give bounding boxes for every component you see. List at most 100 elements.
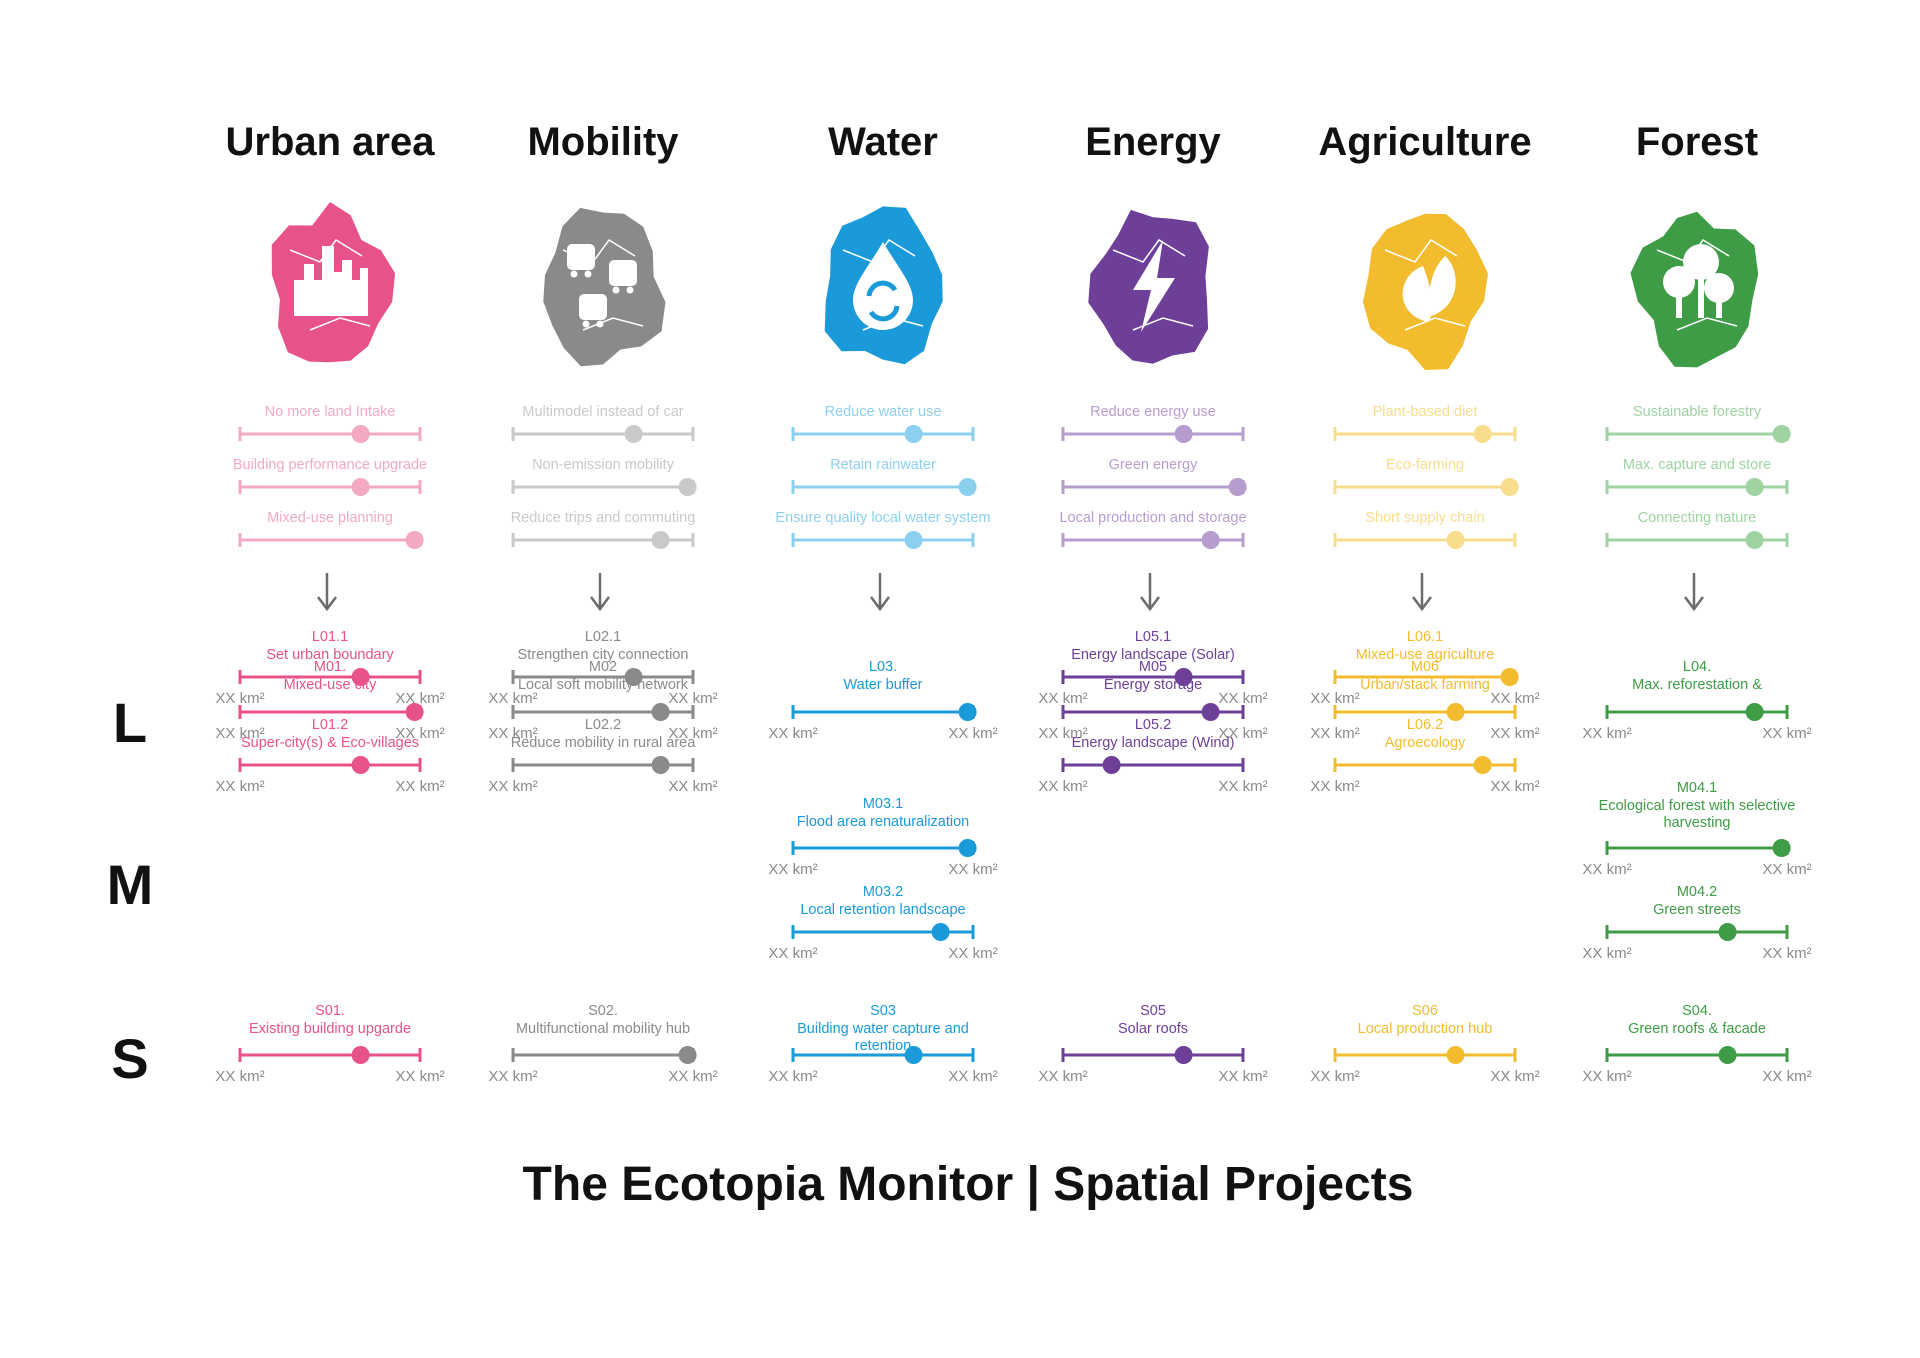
- column-water: Water Reduce water use Retain rainwater Ens…: [768, 120, 997, 1085]
- area-min-label: XX km²: [488, 778, 537, 795]
- area-min-label: XX km²: [768, 1068, 817, 1085]
- slider-knob: [651, 531, 670, 549]
- project-slider: [1333, 703, 1517, 721]
- slider-knob: [1201, 531, 1220, 549]
- goal-slider: [1333, 425, 1517, 443]
- project-code: M01.: [314, 659, 346, 675]
- project-slider: [511, 756, 695, 774]
- region-map-energy: [1088, 209, 1209, 364]
- region-map-mobility: [543, 207, 666, 367]
- region-borders: [1384, 238, 1466, 331]
- project-code: M06: [1411, 659, 1439, 675]
- area-min-label: XX km²: [1310, 778, 1359, 795]
- goal-label: Local production and storage: [1059, 510, 1246, 526]
- project-title: Energy storage: [1104, 677, 1202, 693]
- project-title: Mixed-use agriculture: [1356, 647, 1495, 663]
- goal-slider: [791, 531, 975, 549]
- area-max-label: XX km²: [948, 861, 997, 878]
- project-title: Building water capture and retention: [797, 1021, 969, 1054]
- slider-knob: [351, 478, 370, 496]
- slider-knob: [904, 1046, 923, 1064]
- goal-label: Connecting nature: [1638, 510, 1757, 526]
- project-code: L05.2: [1135, 717, 1171, 733]
- transit-vehicles-icon: [567, 244, 637, 328]
- project-title: Water buffer: [844, 677, 923, 693]
- project-title: Super-city(s) & Eco-villages: [241, 735, 419, 751]
- project-m03-2: M03.2 Local retention landscape XX km² XX k…: [768, 884, 997, 962]
- goal-slider: [238, 425, 422, 443]
- area-max-label: XX km²: [668, 690, 717, 707]
- project-m01: M01. Mixed-use city XX km² XX km²: [215, 659, 444, 742]
- goal-slider: [1333, 531, 1517, 549]
- area-min-label: XX km²: [1582, 945, 1631, 962]
- area-max-label: XX km²: [1762, 945, 1811, 962]
- project-code: L02.1: [585, 629, 621, 645]
- project-title: Max. reforestation &: [1632, 677, 1762, 693]
- project-code: L04.: [1683, 659, 1711, 675]
- goal-slider: [238, 531, 424, 549]
- project-title: Mixed-use city: [284, 677, 377, 693]
- project-title: Agroecology: [1385, 735, 1466, 751]
- slider-knob: [678, 1046, 697, 1064]
- project-code: S05: [1140, 1003, 1166, 1019]
- project-code: M02: [589, 659, 617, 675]
- project-title: Local soft mobility network: [518, 677, 689, 693]
- area-max-label: XX km²: [1490, 725, 1539, 742]
- project-code: L06.2: [1407, 717, 1443, 733]
- column-energy: Energy Reduce energy use Green energy Local…: [1038, 120, 1267, 1085]
- region-silhouette: [543, 207, 666, 367]
- goal-slider: [1333, 478, 1519, 496]
- project-slider: [1605, 1046, 1789, 1064]
- area-max-label: XX km²: [1490, 690, 1539, 707]
- project-code: S03: [870, 1003, 896, 1019]
- project-slider: [791, 839, 977, 857]
- project-code: S02.: [588, 1003, 618, 1019]
- region-map-forest: [1630, 211, 1759, 368]
- region-silhouette: [1630, 211, 1759, 368]
- goal-slider: [511, 531, 695, 549]
- slider-knob: [405, 703, 424, 721]
- slider-knob: [1772, 425, 1791, 443]
- project-slider: [1061, 756, 1245, 774]
- project-s04: S04. Green roofs & facade XX km² XX km²: [1582, 1003, 1811, 1085]
- project-l02-1: L02.1 Strengthen city connection XX km² XX …: [488, 629, 717, 707]
- scale-label-l: L: [113, 691, 147, 754]
- slider-knob: [1718, 923, 1737, 941]
- goal-slider: [238, 478, 422, 496]
- project-title: Green roofs & facade: [1628, 1021, 1766, 1037]
- area-min-label: XX km²: [768, 945, 817, 962]
- project-code: M04.1: [1677, 780, 1717, 796]
- lightning-bolt-icon: [1133, 240, 1175, 332]
- down-arrow-icon: [590, 573, 610, 612]
- slider-knob: [1228, 478, 1247, 496]
- area-max-label: XX km²: [1218, 690, 1267, 707]
- slider-knob: [678, 478, 697, 496]
- project-slider: [1605, 703, 1789, 721]
- category-title: Forest: [1636, 120, 1758, 164]
- city-buildings-icon: [294, 246, 368, 316]
- slider-knob: [351, 1046, 370, 1064]
- project-code: M03.1: [863, 796, 903, 812]
- project-l03: L03. Water buffer XX km² XX km²: [768, 659, 997, 742]
- project-title: Ecological forest with selective harvesti…: [1599, 798, 1796, 831]
- slider-knob: [1102, 756, 1121, 774]
- down-arrow-icon: [1412, 573, 1432, 612]
- project-s01: S01. Existing building upgarde XX km² XX km…: [215, 1003, 444, 1085]
- slider-knob: [1473, 756, 1492, 774]
- area-max-label: XX km²: [948, 725, 997, 742]
- area-min-label: XX km²: [1582, 1068, 1631, 1085]
- project-l05-1: L05.1 Energy landscape (Solar) XX km² XX km…: [1038, 629, 1267, 707]
- area-max-label: XX km²: [1218, 778, 1267, 795]
- slider-knob: [1446, 703, 1465, 721]
- category-title: Energy: [1085, 120, 1221, 164]
- area-min-label: XX km²: [1310, 1068, 1359, 1085]
- area-max-label: XX km²: [1762, 725, 1811, 742]
- project-s05: S05 Solar roofs XX km² XX km²: [1038, 1003, 1267, 1085]
- slider-knob: [1201, 703, 1220, 721]
- area-max-label: XX km²: [1762, 1068, 1811, 1085]
- area-min-label: XX km²: [215, 690, 264, 707]
- project-code: L05.1: [1135, 629, 1171, 645]
- project-title: Strengthen city connection: [518, 647, 689, 663]
